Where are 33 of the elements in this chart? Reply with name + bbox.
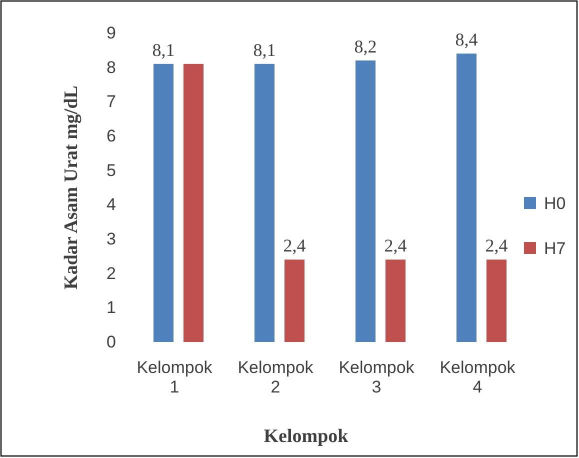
bar [486, 260, 506, 342]
y-tick-label: 2 [106, 264, 116, 283]
legend-label: H7 [544, 238, 566, 258]
x-tick-label: Kelompok 1 [136, 358, 213, 397]
y-tick-label: 7 [106, 92, 116, 112]
y-axis-title: Kadar Asam Urat mg/dL [61, 86, 82, 290]
y-tick-label: 3 [106, 229, 116, 248]
bar [386, 260, 406, 342]
data-label: 8,1 [253, 40, 276, 60]
data-label: 8,4 [455, 30, 478, 50]
bar [254, 64, 274, 342]
bar [456, 54, 476, 342]
x-tick-label: Kelompok 4 [440, 358, 516, 397]
bar [356, 60, 376, 342]
data-label: 8,1 [152, 40, 175, 60]
x-tick-label: Kelompok 2 [238, 358, 314, 397]
bar [284, 260, 304, 342]
x-axis-title: Kelompok [264, 426, 349, 447]
legend-label: H0 [544, 194, 566, 213]
y-tick-label: 1 [106, 298, 116, 318]
y-tick-label: 4 [106, 195, 116, 214]
bar [184, 64, 204, 342]
y-tick-label: 9 [106, 23, 116, 42]
data-label: 8,2 [354, 36, 377, 56]
data-label: 2,4 [384, 236, 407, 256]
y-tick-label: 6 [106, 126, 116, 146]
x-tick-label: Kelompok 3 [338, 358, 415, 397]
y-tick-label: 5 [106, 160, 116, 180]
data-label: 2,4 [485, 236, 508, 256]
y-tick-label: 8 [106, 58, 116, 77]
bar [154, 64, 174, 342]
data-label: 2,4 [283, 236, 306, 256]
y-tick-label: 0 [106, 332, 116, 352]
